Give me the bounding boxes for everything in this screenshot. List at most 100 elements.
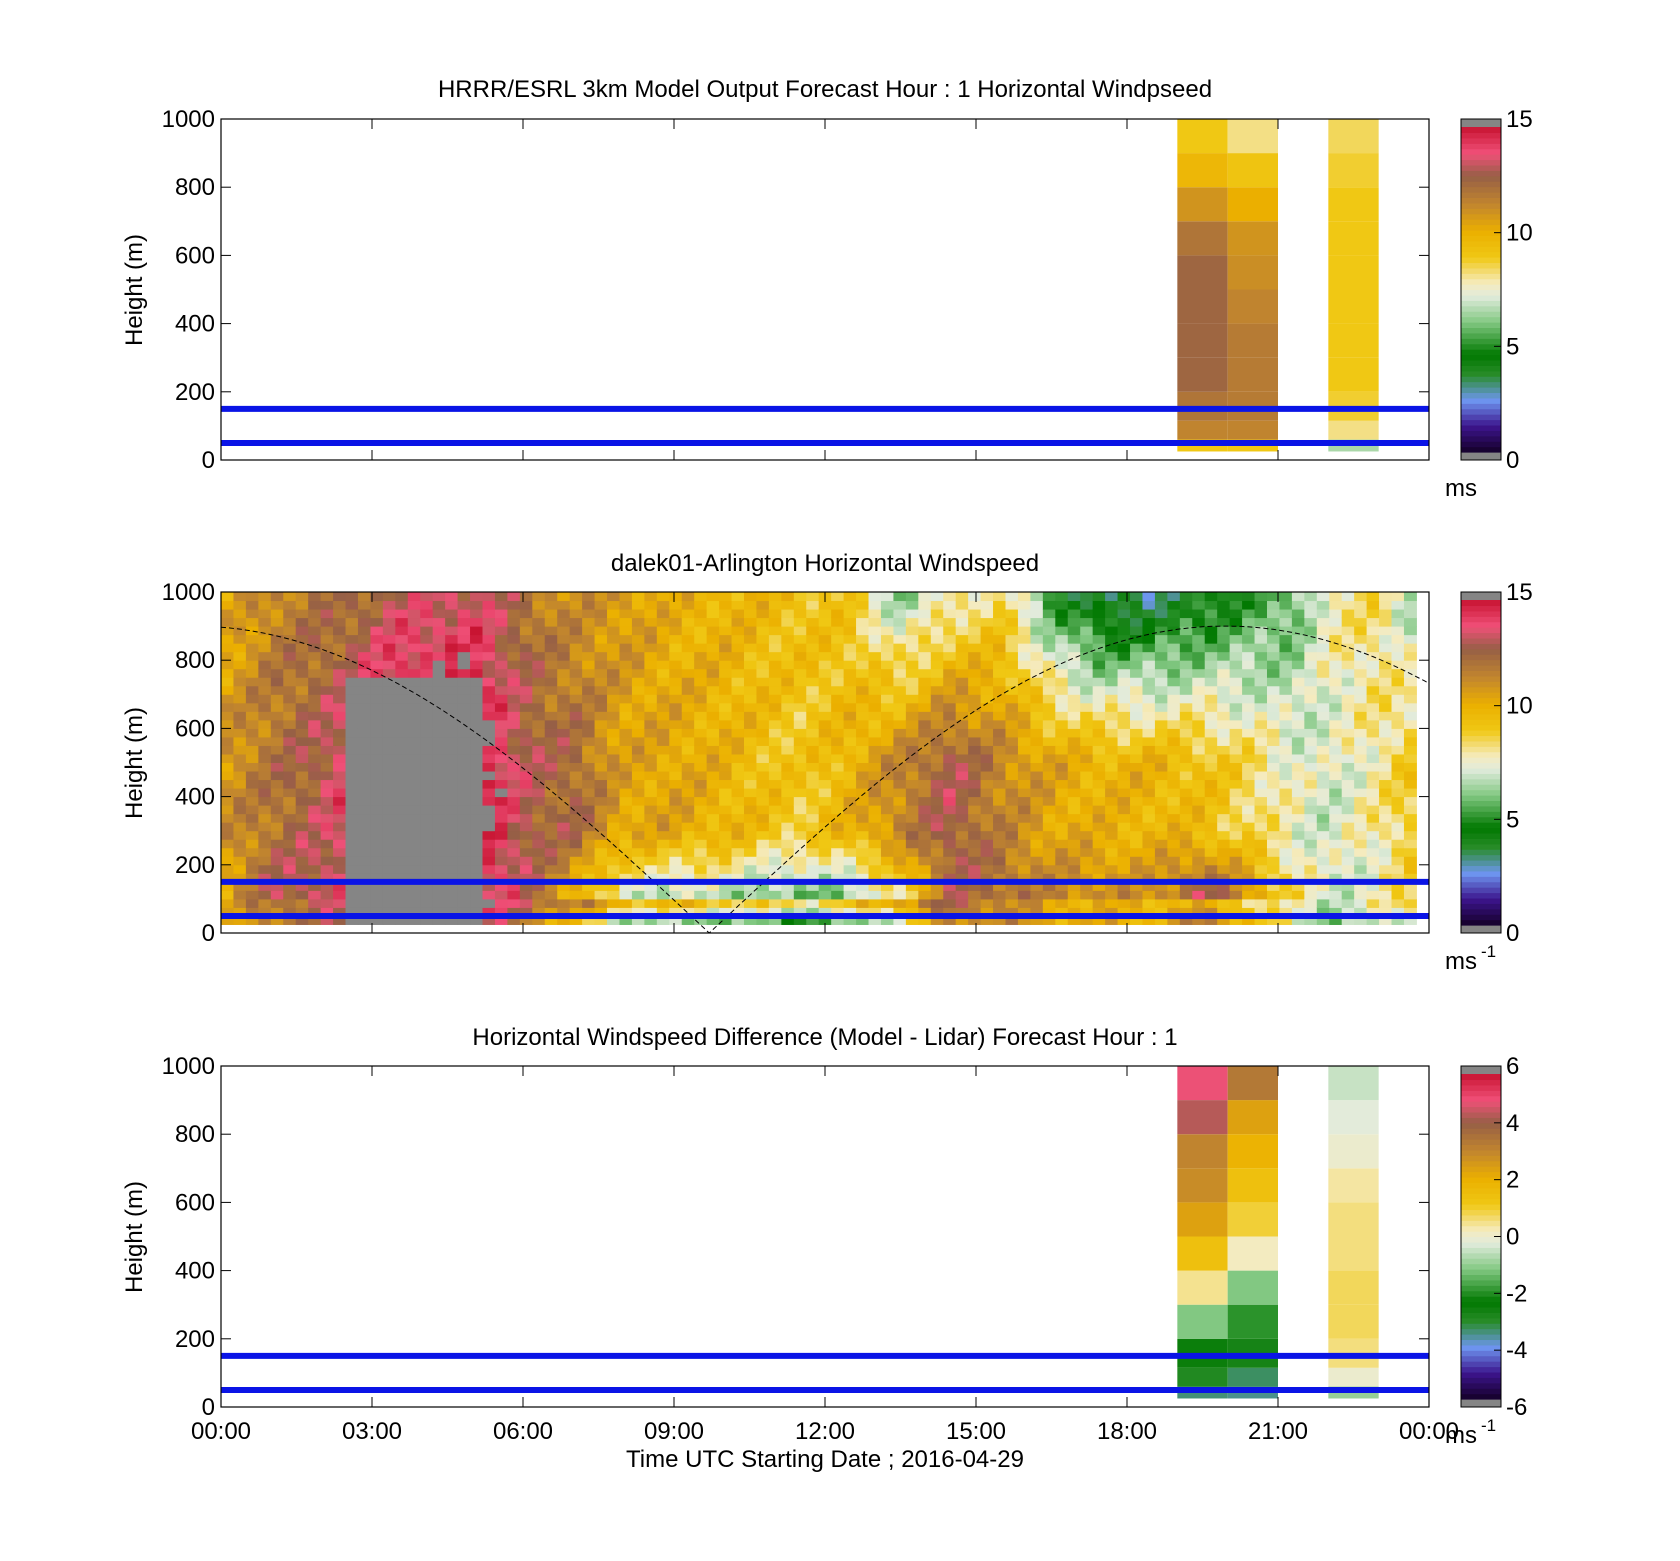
heatmap-cell <box>445 779 459 789</box>
heatmap-cell <box>445 796 459 806</box>
heatmap-cell <box>768 728 782 738</box>
heatmap-cell <box>719 634 733 644</box>
heatmap-cell <box>930 864 944 874</box>
heatmap-cell <box>1105 685 1119 695</box>
heatmap-cell <box>1167 600 1181 610</box>
heatmap-cell <box>1279 771 1293 781</box>
heatmap-cell <box>470 898 483 908</box>
colorbar-swatch <box>1461 1117 1501 1124</box>
heatmap-cell <box>494 694 508 704</box>
heatmap-cell <box>544 736 558 746</box>
heatmap-cell <box>1092 898 1106 908</box>
heatmap-cell <box>1017 753 1031 763</box>
colorbar-swatch <box>1461 278 1501 285</box>
heatmap-cell <box>1341 805 1355 815</box>
heatmap-cell <box>818 702 832 712</box>
heatmap-cell <box>532 745 546 755</box>
heatmap-cell <box>357 856 371 866</box>
heatmap-cell <box>930 890 944 900</box>
heatmap-cell <box>719 745 733 755</box>
heatmap-cell <box>743 702 757 712</box>
heatmap-cell <box>930 609 944 619</box>
heatmap-cell <box>357 881 371 891</box>
heatmap-cell <box>856 617 870 627</box>
heatmap-cell <box>1341 668 1355 678</box>
heatmap-cell <box>656 839 670 849</box>
heatmap-cell <box>607 694 620 704</box>
heatmap-cell <box>756 779 770 789</box>
colorbar-cap <box>1461 452 1501 460</box>
heatmap-cell <box>831 839 845 849</box>
heatmap-cell <box>1391 677 1405 687</box>
x-tick-label: 21:00 <box>1248 1418 1308 1445</box>
heatmap-cell <box>706 822 720 832</box>
heatmap-cell <box>831 609 845 619</box>
heatmap-cell <box>1329 643 1343 653</box>
heatmap-cell <box>345 805 359 815</box>
heatmap-cell <box>532 873 546 883</box>
heatmap-cell <box>1291 822 1305 832</box>
heatmap-cell <box>1403 813 1417 823</box>
heatmap-cell <box>694 898 708 908</box>
heatmap-cell <box>1279 651 1293 661</box>
heatmap-cell <box>457 651 471 661</box>
heatmap-cell <box>930 873 944 883</box>
heatmap-cell <box>270 677 284 687</box>
heatmap-cell <box>245 864 259 874</box>
heatmap-cell <box>993 626 1006 636</box>
heatmap-cell <box>1117 753 1131 763</box>
heatmap-cell <box>1304 907 1318 917</box>
colorbar-swatch <box>1461 246 1501 253</box>
heatmap-cell <box>1167 719 1181 729</box>
heatmap-cell <box>482 617 496 627</box>
colorbar-swatch <box>1461 610 1501 617</box>
heatmap-cell <box>681 915 695 925</box>
heatmap-cell <box>893 711 907 721</box>
heatmap-cell <box>308 634 322 644</box>
heatmap-cell <box>694 856 708 866</box>
heatmap-cell <box>719 719 733 729</box>
heatmap-cell <box>656 788 670 798</box>
colorbar-swatch <box>1461 192 1501 199</box>
heatmap-cell <box>1030 890 1044 900</box>
heatmap-cell <box>445 745 459 755</box>
heatmap-cell <box>470 771 483 781</box>
heatmap-cell <box>1242 702 1256 712</box>
heatmap-cell <box>594 651 608 661</box>
heatmap-cell <box>993 694 1006 704</box>
heatmap-cell <box>1242 822 1256 832</box>
heatmap-cell <box>1005 898 1019 908</box>
colorbar-swatch <box>1461 600 1501 607</box>
heatmap-cell <box>1017 651 1031 661</box>
heatmap-cell <box>1279 839 1293 849</box>
colorbar-swatch <box>1461 746 1501 753</box>
heatmap-cell <box>221 864 234 874</box>
heatmap-cell <box>432 728 446 738</box>
heatmap-cell <box>1328 357 1379 392</box>
heatmap-cell <box>905 881 919 891</box>
heatmap-cell <box>681 822 695 832</box>
heatmap-cell <box>1366 728 1380 738</box>
heatmap-cell <box>1328 1168 1379 1203</box>
heatmap-cell <box>731 668 745 678</box>
heatmap-cell <box>719 779 733 789</box>
colorbar-swatch <box>1461 359 1501 366</box>
heatmap-cell <box>494 592 508 602</box>
heatmap-cell <box>756 898 770 908</box>
colorbar-tick-label: 4 <box>1506 1110 1519 1137</box>
heatmap-cell <box>519 592 533 602</box>
heatmap-cell <box>594 771 608 781</box>
colorbar-swatch <box>1461 675 1501 682</box>
heatmap-cell <box>270 685 284 695</box>
heatmap-cell <box>955 685 969 695</box>
heatmap-cell <box>295 677 309 687</box>
heatmap-cell <box>918 728 932 738</box>
heatmap-cell <box>656 736 670 746</box>
heatmap-cell <box>993 839 1006 849</box>
heatmap-cell <box>1154 788 1168 798</box>
heatmap-cell <box>295 864 309 874</box>
heatmap-cell <box>1266 728 1280 738</box>
heatmap-cell <box>1329 856 1343 866</box>
heatmap-cell <box>370 873 384 883</box>
heatmap-cell <box>395 779 409 789</box>
